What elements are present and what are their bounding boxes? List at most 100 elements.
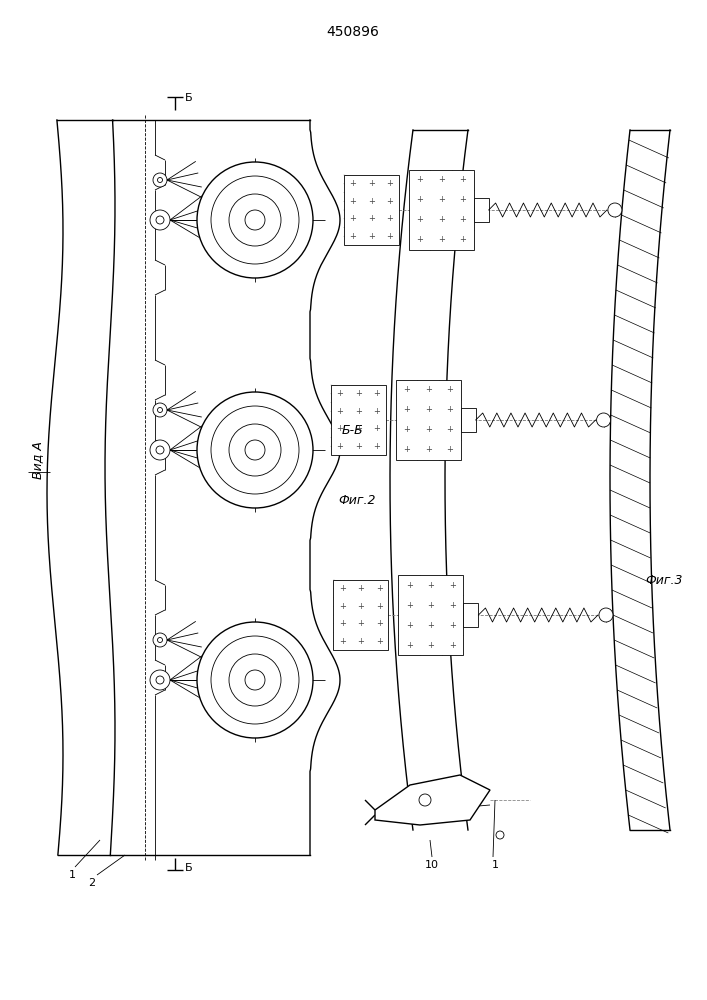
Circle shape	[211, 636, 299, 724]
Text: +: +	[438, 176, 445, 184]
Text: +: +	[386, 197, 393, 206]
Text: +: +	[337, 389, 344, 398]
Text: Фиг.2: Фиг.2	[338, 493, 375, 506]
Text: +: +	[355, 389, 361, 398]
Text: +: +	[355, 424, 361, 433]
Circle shape	[197, 162, 313, 278]
Circle shape	[153, 403, 167, 417]
Circle shape	[599, 608, 613, 622]
Bar	[474, 198, 489, 222]
Bar	[461, 408, 476, 432]
Text: +: +	[339, 619, 346, 628]
Text: +: +	[416, 235, 423, 244]
Circle shape	[158, 408, 163, 412]
Text: Вид A: Вид A	[32, 441, 45, 479]
Circle shape	[197, 392, 313, 508]
Text: +: +	[358, 602, 364, 611]
Text: +: +	[358, 584, 364, 593]
Text: +: +	[416, 216, 423, 225]
Text: +: +	[425, 426, 431, 434]
Text: 2: 2	[88, 878, 95, 888]
Bar	[331, 385, 386, 455]
Text: +: +	[339, 584, 346, 593]
Circle shape	[245, 670, 265, 690]
Text: +: +	[406, 620, 413, 630]
Text: +: +	[368, 179, 375, 188]
Polygon shape	[375, 775, 490, 825]
Text: 10: 10	[425, 860, 439, 870]
Text: +: +	[449, 641, 456, 650]
Text: +: +	[403, 385, 410, 394]
Circle shape	[158, 178, 163, 182]
Circle shape	[229, 424, 281, 476]
Text: +: +	[449, 580, 456, 589]
Text: Б: Б	[185, 93, 192, 103]
Text: Фиг.3: Фиг.3	[645, 574, 682, 586]
Bar	[463, 603, 479, 627]
Text: +: +	[337, 442, 344, 451]
Text: +: +	[403, 446, 410, 454]
Text: +: +	[428, 600, 434, 609]
Text: +: +	[446, 426, 453, 434]
Text: +: +	[339, 637, 346, 646]
Text: +: +	[349, 214, 356, 223]
Text: +: +	[425, 446, 431, 454]
Bar	[334, 580, 388, 650]
Text: +: +	[460, 216, 467, 225]
Text: +: +	[416, 176, 423, 184]
Circle shape	[229, 654, 281, 706]
Circle shape	[211, 406, 299, 494]
Circle shape	[245, 440, 265, 460]
Text: +: +	[438, 196, 445, 205]
Circle shape	[153, 633, 167, 647]
Circle shape	[150, 440, 170, 460]
Text: 450896: 450896	[327, 25, 380, 39]
Text: +: +	[376, 584, 382, 593]
Circle shape	[245, 210, 265, 230]
Text: +: +	[386, 214, 393, 223]
Circle shape	[156, 676, 164, 684]
Text: +: +	[368, 197, 375, 206]
Text: +: +	[358, 637, 364, 646]
Text: +: +	[406, 641, 413, 650]
Text: +: +	[355, 407, 361, 416]
Text: +: +	[403, 426, 410, 434]
Text: +: +	[406, 600, 413, 609]
Text: +: +	[446, 406, 453, 414]
Text: +: +	[460, 196, 467, 205]
Text: +: +	[337, 407, 344, 416]
Text: +: +	[376, 637, 382, 646]
Circle shape	[153, 173, 167, 187]
Text: +: +	[406, 580, 413, 589]
Text: +: +	[425, 406, 431, 414]
Text: +: +	[358, 619, 364, 628]
Text: +: +	[376, 619, 382, 628]
Text: +: +	[438, 235, 445, 244]
Text: +: +	[428, 620, 434, 630]
Text: +: +	[376, 602, 382, 611]
Bar	[344, 175, 399, 245]
Bar	[399, 575, 463, 655]
Circle shape	[158, 638, 163, 643]
Text: +: +	[373, 389, 380, 398]
Text: +: +	[428, 580, 434, 589]
Text: +: +	[416, 196, 423, 205]
Text: +: +	[349, 197, 356, 206]
Text: +: +	[386, 179, 393, 188]
Circle shape	[597, 413, 611, 427]
Text: +: +	[337, 424, 344, 433]
Text: +: +	[460, 176, 467, 184]
Circle shape	[150, 210, 170, 230]
Text: +: +	[349, 179, 356, 188]
Text: 1: 1	[69, 870, 76, 880]
Text: +: +	[438, 216, 445, 225]
Circle shape	[197, 622, 313, 738]
Text: Б: Б	[185, 863, 192, 873]
Text: +: +	[368, 214, 375, 223]
Text: Б-Б: Б-Б	[341, 424, 363, 436]
Text: +: +	[349, 232, 356, 241]
Text: +: +	[449, 620, 456, 630]
Text: +: +	[449, 600, 456, 609]
Text: +: +	[373, 424, 380, 433]
Text: +: +	[355, 442, 361, 451]
